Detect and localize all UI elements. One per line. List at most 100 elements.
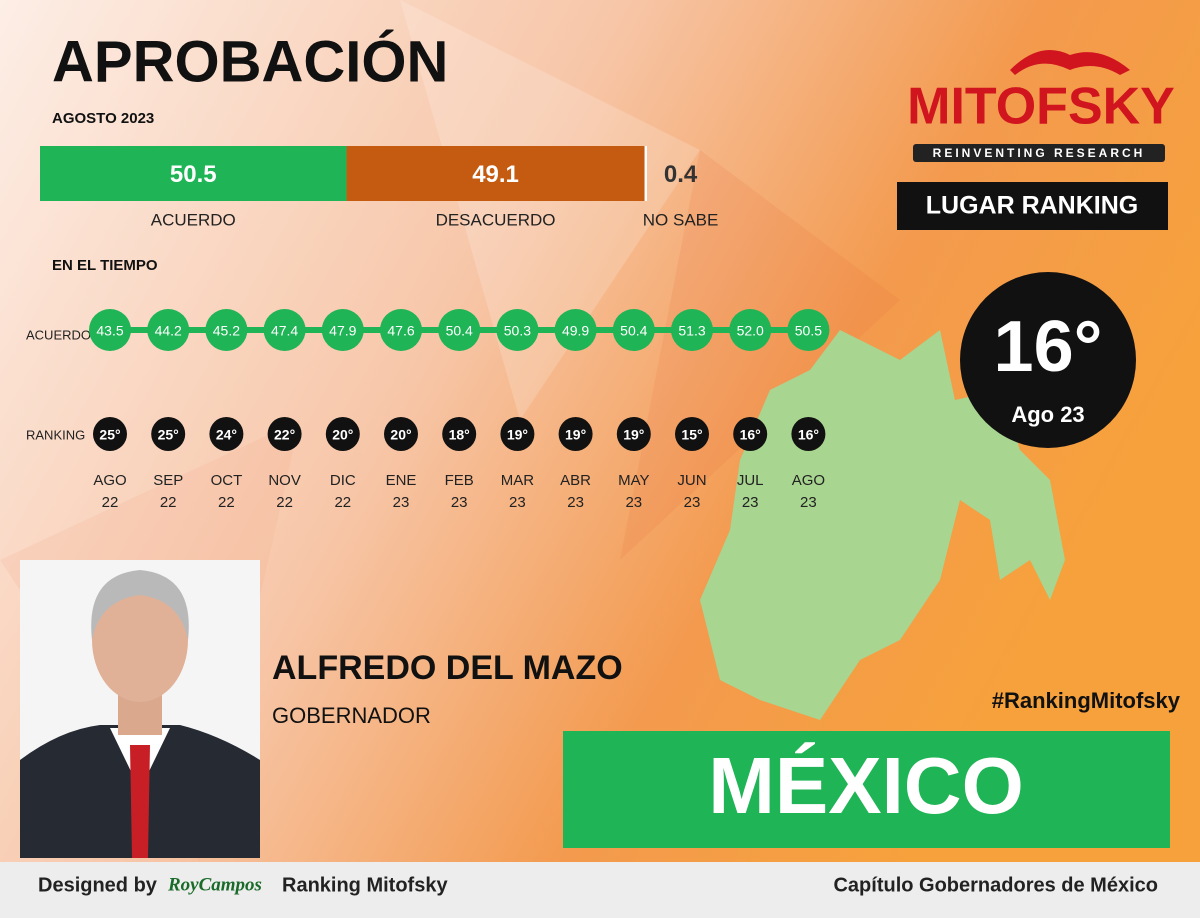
row-label: ACUERDO	[26, 327, 91, 342]
ranking-value: 25°	[99, 427, 120, 443]
acuerdo-value: 49.9	[562, 323, 589, 339]
portrait	[20, 560, 260, 858]
acuerdo-value: 44.2	[155, 323, 182, 339]
acuerdo-dot	[438, 309, 481, 351]
month-label: DIC	[330, 472, 356, 489]
facet	[620, 150, 900, 560]
section-title: EN EL TIEMPO	[52, 257, 158, 274]
acuerdo-value: 50.4	[446, 323, 473, 339]
year-label: 22	[218, 494, 235, 511]
ranking-dot	[384, 417, 418, 451]
acuerdo-value: 45.2	[213, 323, 240, 339]
month-label: NOV	[268, 472, 301, 489]
ranking-dot	[151, 417, 186, 451]
ranking-dot	[325, 417, 360, 451]
ranking-dot	[442, 417, 477, 451]
bar-label: NO SABE	[643, 210, 719, 229]
bar-label: ACUERDO	[151, 210, 236, 229]
ranking-value: 19°	[565, 427, 586, 443]
year-label: 23	[451, 494, 468, 511]
ranking-value: 15°	[681, 427, 702, 443]
year-label: 22	[334, 494, 351, 511]
bar-value: 49.1	[472, 161, 519, 188]
ranking-value: 25°	[158, 427, 179, 443]
footer-designer: RoyCampos	[167, 874, 262, 895]
acuerdo-dot	[380, 309, 422, 351]
year-label: 22	[102, 494, 119, 511]
tie	[130, 745, 150, 858]
acuerdo-value: 51.3	[678, 323, 705, 339]
person-name: ALFREDO DEL MAZO	[272, 649, 623, 687]
state-box	[563, 731, 1170, 848]
subtitle: AGOSTO 2023	[52, 110, 154, 127]
ranking-period: Ago 23	[1011, 402, 1084, 427]
year-label: 23	[509, 494, 526, 511]
acuerdo-dot	[147, 309, 190, 351]
ranking-dot	[733, 417, 768, 451]
month-label: SEP	[153, 472, 183, 489]
ranking-dot	[267, 417, 302, 451]
ranking-dot	[791, 417, 826, 451]
ranking-label: LUGAR RANKING	[926, 192, 1139, 220]
ranking-value: 22°	[274, 427, 295, 443]
ranking-label-box	[897, 182, 1168, 230]
footer	[0, 862, 1200, 918]
acuerdo-dot	[671, 309, 713, 351]
hair	[91, 570, 189, 640]
ranking-dot	[500, 417, 535, 451]
acuerdo-dot	[554, 309, 597, 351]
logo: MITOFSKY REINVENTING RESEARCH	[907, 50, 1175, 162]
acuerdo-dot	[612, 309, 655, 351]
ranking-badge	[960, 272, 1136, 448]
acuerdo-value: 47.6	[387, 323, 414, 339]
acuerdo-dot	[321, 309, 364, 351]
acuerdo-value: 50.5	[795, 323, 822, 339]
ranking-value: 24°	[216, 427, 237, 443]
tagline: REINVENTING RESEARCH	[933, 146, 1146, 160]
month-label: JUN	[677, 472, 706, 489]
ranking-value: 16°	[740, 427, 761, 443]
bar-value: 50.5	[170, 161, 217, 188]
title: APROBACIÓN	[52, 29, 448, 94]
ranking-value: 19°	[507, 427, 528, 443]
year-label: 23	[742, 494, 759, 511]
acuerdo-value: 52.0	[737, 323, 764, 339]
bar-segment	[644, 146, 647, 201]
acuerdo-value: 47.4	[271, 323, 298, 339]
year-label: 22	[160, 494, 177, 511]
state: MÉXICO	[708, 741, 1024, 830]
ranking: 16°	[994, 307, 1103, 387]
ranking-value: 20°	[390, 427, 411, 443]
acuerdo-value: 50.3	[504, 323, 531, 339]
facet	[400, 0, 700, 420]
bar-segment	[346, 146, 645, 201]
month-label: OCT	[211, 472, 243, 489]
logo-text: MITOFSKY	[907, 78, 1175, 136]
ranking-dot	[93, 417, 127, 451]
ranking-value: 18°	[449, 427, 470, 443]
ranking-dot	[209, 417, 244, 451]
month-label: MAR	[501, 472, 535, 489]
year-label: 23	[625, 494, 642, 511]
month-label: ENE	[386, 472, 417, 489]
ranking-value: 20°	[332, 427, 353, 443]
acuerdo-value: 50.4	[620, 323, 647, 339]
footer-designed: Designed by	[38, 874, 158, 896]
month-label: AGO	[93, 472, 126, 489]
acuerdo-dot	[787, 309, 830, 351]
face	[92, 578, 188, 702]
year-label: 23	[393, 494, 410, 511]
month-label: ABR	[560, 472, 591, 489]
ranking-dot	[616, 417, 651, 451]
bar-value: 0.4	[664, 161, 698, 188]
row-label: RANKING	[26, 427, 85, 442]
year-label: 23	[800, 494, 817, 511]
bar-label: DESACUERDO	[436, 210, 556, 229]
person-role: GOBERNADOR	[272, 703, 431, 728]
acuerdo-value: 43.5	[96, 323, 123, 339]
footer-product: Ranking Mitofsky	[282, 874, 448, 896]
month-label: FEB	[445, 472, 474, 489]
ranking-dot	[558, 417, 593, 451]
